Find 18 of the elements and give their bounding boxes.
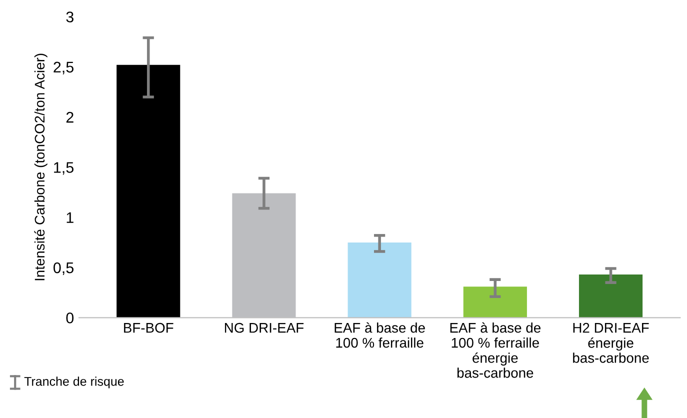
y-tick-label: 2 bbox=[66, 112, 74, 123]
bar bbox=[116, 64, 180, 318]
x-tick-label: BF-BOF bbox=[124, 322, 174, 333]
bar bbox=[578, 274, 643, 318]
x-tick-label: H2 DRI-EAF énergie bas-carbone bbox=[573, 322, 649, 363]
y-tick-label: 1 bbox=[66, 212, 74, 223]
x-tick-label: EAF à base de 100 % ferraille énergie bas-carbone bbox=[450, 322, 540, 378]
y-tick-label: 3 bbox=[66, 12, 74, 22]
y-tick-label: 2,5 bbox=[54, 62, 74, 74]
y-axis-title: Intensité Carbone (tonCO2/ton Acier) bbox=[34, 54, 48, 280]
text: Tranche de risque bbox=[24, 376, 124, 388]
x-tick-label: NG DRI-EAF bbox=[224, 322, 304, 333]
bar bbox=[463, 286, 527, 318]
bar bbox=[348, 242, 412, 318]
y-tick-label: 1,5 bbox=[54, 162, 74, 175]
y-tick-label: 0,5 bbox=[54, 262, 74, 276]
x-tick-label: EAF à base de 100 % ferraille bbox=[334, 322, 425, 348]
y-tick-label: 0 bbox=[66, 312, 74, 324]
